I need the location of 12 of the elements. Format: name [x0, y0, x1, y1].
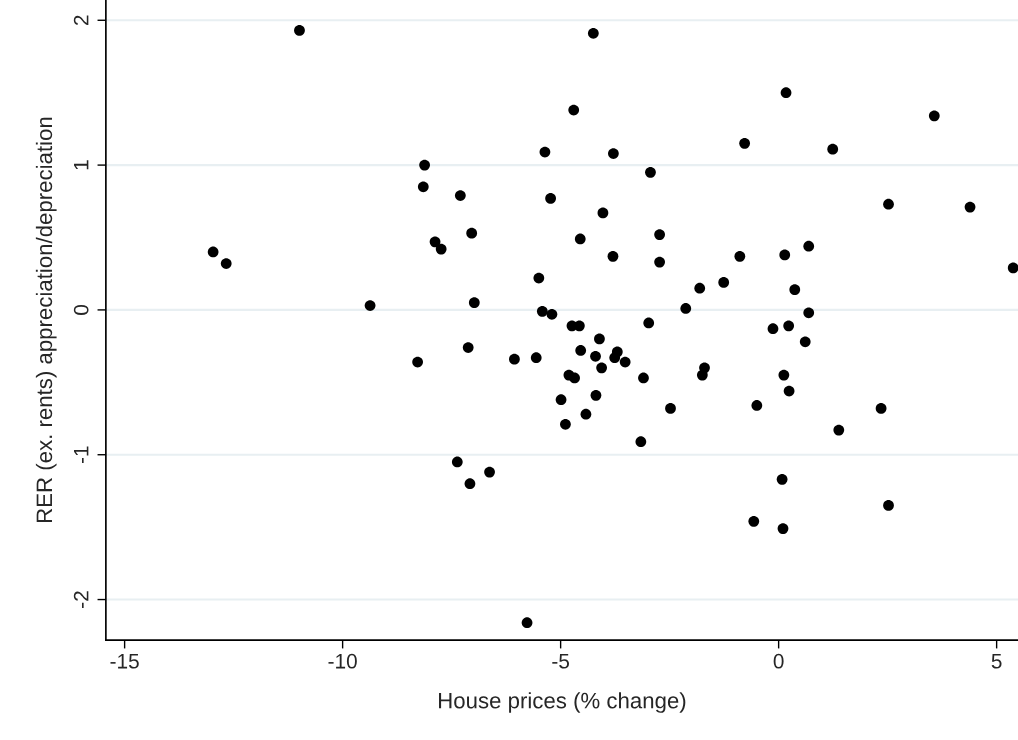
y-tick-label: -1 [74, 446, 89, 464]
x-tick-label: -10 [328, 653, 357, 669]
y-tick-label: 0 [73, 304, 89, 315]
x-tick-label: 0 [773, 653, 784, 669]
x-tick-label: 5 [991, 654, 1002, 669]
y-tick-label: 2 [73, 15, 89, 26]
y-tick-label: -2 [73, 591, 89, 608]
y-axis-title: RER (ex. rents) appreciation/depreciation [35, 117, 57, 523]
y-tick-label: 1 [74, 160, 89, 170]
x-tick-label: -5 [552, 654, 570, 669]
x-tick-label: -15 [110, 654, 139, 669]
x-axis-title: House prices (% change) [439, 692, 686, 713]
